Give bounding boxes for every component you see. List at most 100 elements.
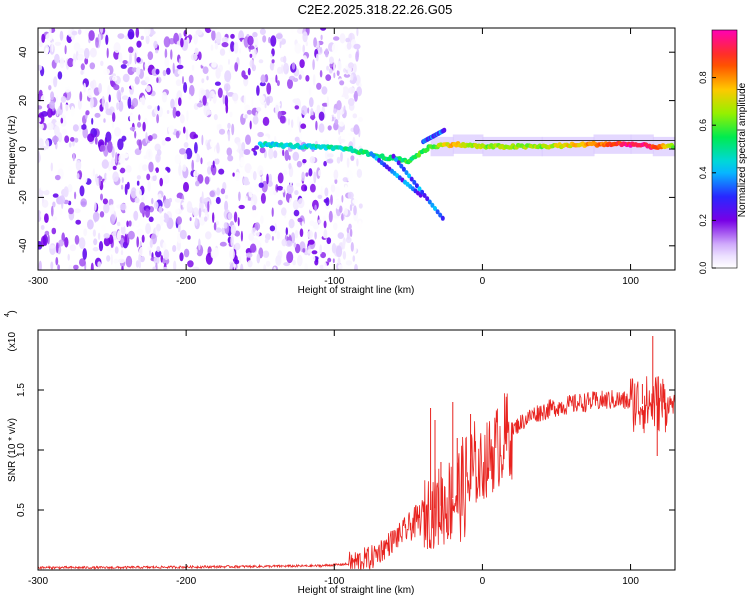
noise-speckle: [147, 180, 151, 192]
noise-speckle: [294, 243, 301, 254]
noise-speckle: [162, 241, 167, 251]
noise-speckle: [323, 96, 327, 103]
noise-speckle: [358, 28, 362, 39]
noise-speckle: [52, 135, 59, 143]
noise-speckle: [128, 46, 134, 54]
noise-speckle: [209, 190, 215, 198]
noise-speckle: [204, 216, 208, 222]
noise-speckle: [307, 249, 312, 254]
noise-speckle: [145, 132, 148, 144]
noise-speckle: [105, 108, 113, 116]
noise-speckle: [240, 230, 243, 242]
noise-speckle: [244, 163, 252, 174]
noise-speckle: [289, 176, 293, 186]
noise-speckle: [116, 102, 119, 111]
noise-speckle: [183, 181, 189, 193]
noise-speckle: [250, 200, 254, 206]
noise-speckle: [281, 162, 285, 168]
noise-speckle: [38, 64, 43, 71]
noise-speckle: [79, 258, 86, 267]
noise-speckle: [60, 102, 63, 110]
noise-speckle: [54, 53, 60, 64]
noise-speckle: [64, 135, 70, 143]
noise-speckle: [337, 60, 342, 72]
noise-speckle: [260, 193, 266, 204]
noise-speckle: [249, 150, 254, 159]
noise-speckle: [136, 236, 139, 248]
noise-speckle: [266, 173, 269, 185]
noise-speckle: [309, 97, 314, 108]
noise-speckle: [270, 53, 273, 59]
noise-speckle: [277, 66, 283, 75]
noise-speckle: [163, 249, 170, 261]
noise-speckle: [98, 174, 101, 187]
noise-speckle: [349, 228, 353, 238]
noise-speckle: [116, 89, 122, 101]
noise-speckle: [205, 231, 212, 240]
noise-speckle: [163, 36, 171, 48]
noise-speckle: [91, 117, 94, 125]
noise-speckle: [41, 33, 46, 44]
noise-speckle: [342, 250, 347, 260]
noise-speckle: [206, 161, 214, 167]
noise-speckle: [155, 49, 159, 54]
noise-speckle: [139, 255, 145, 263]
noise-speckle: [217, 87, 223, 99]
noise-speckle: [176, 216, 183, 225]
noise-speckle: [262, 250, 270, 258]
noise-speckle: [216, 142, 220, 154]
noise-speckle: [210, 28, 218, 31]
noise-speckle: [231, 143, 238, 151]
noise-speckle: [228, 64, 236, 75]
noise-speckle: [179, 114, 185, 124]
fringe-point: [414, 183, 419, 189]
noise-speckle: [212, 212, 215, 224]
noise-speckle: [232, 172, 235, 177]
noise-speckle: [120, 250, 124, 256]
noise-speckle: [268, 36, 271, 44]
noise-speckle: [337, 264, 343, 270]
noise-speckle: [54, 174, 61, 181]
noise-speckle: [245, 134, 251, 145]
noise-speckle: [229, 248, 235, 260]
noise-speckle: [255, 111, 258, 118]
noise-speckle: [206, 142, 211, 151]
noise-speckle: [210, 44, 214, 51]
noise-speckle: [97, 261, 102, 268]
noise-speckle: [43, 189, 50, 196]
noise-speckle: [333, 36, 340, 41]
noise-speckle: [215, 220, 219, 226]
y-axis-label: SNR (10 * v/v): [7, 418, 18, 482]
noise-speckle: [307, 239, 315, 245]
noise-speckle: [153, 40, 158, 49]
noise-speckle: [135, 260, 140, 268]
noise-speckle: [38, 210, 42, 222]
x-tick-label: -100: [324, 276, 344, 287]
noise-speckle: [286, 251, 294, 264]
noise-speckle: [299, 131, 302, 140]
noise-speckle: [273, 190, 277, 196]
noise-speckle: [234, 242, 241, 251]
noise-speckle: [126, 220, 129, 228]
noise-speckle: [302, 44, 306, 53]
x-tick-label: -300: [28, 576, 48, 587]
noise-speckle: [225, 165, 230, 174]
figure-title: C2E2.2025.318.22.26.G05: [297, 2, 453, 17]
noise-speckle: [326, 159, 334, 164]
noise-speckle: [277, 199, 283, 206]
noise-speckle: [352, 199, 358, 205]
noise-speckle: [313, 171, 317, 184]
y-tick-label: -20: [18, 190, 29, 205]
noise-speckle: [139, 83, 142, 91]
noise-speckle: [77, 53, 84, 61]
noise-speckle: [260, 74, 266, 84]
noise-speckle: [40, 185, 48, 191]
noise-speckle: [152, 174, 157, 182]
noise-speckle: [331, 43, 338, 54]
noise-speckle: [287, 118, 291, 126]
noise-speckle: [129, 52, 132, 65]
noise-speckle: [211, 61, 217, 68]
noise-speckle: [344, 94, 349, 100]
noise-speckle: [64, 237, 69, 248]
